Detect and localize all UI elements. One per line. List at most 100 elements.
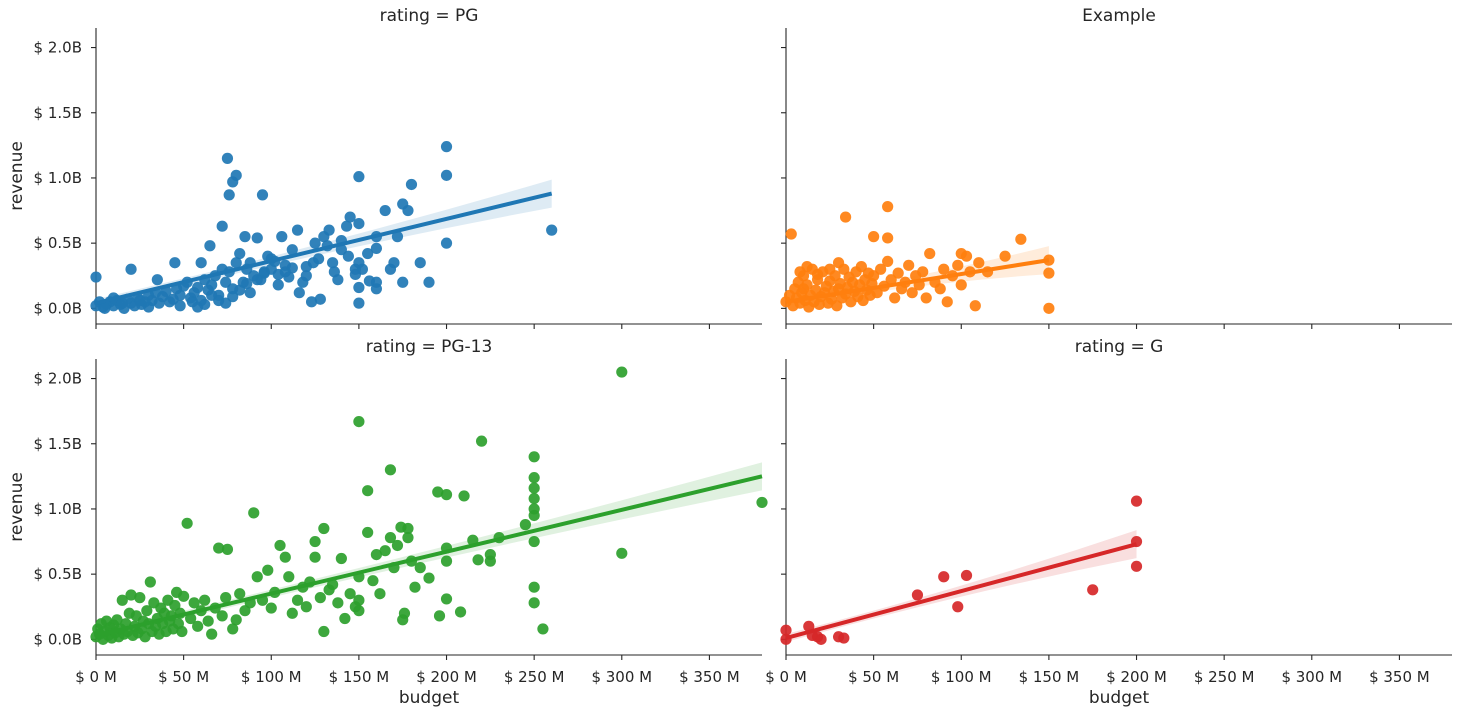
data-point xyxy=(283,271,295,283)
data-point xyxy=(230,169,242,181)
data-point xyxy=(528,535,540,548)
data-point xyxy=(924,247,936,260)
data-point xyxy=(272,279,284,291)
data-point xyxy=(528,472,540,484)
data-point xyxy=(528,492,540,505)
data-point xyxy=(362,485,374,497)
data-point xyxy=(230,614,242,626)
data-point xyxy=(370,242,383,254)
facet-panel-3: rating = PG-13 $ 0.0B $ 0.5B $ 1.0B $ 1.5B $ … xyxy=(7,337,768,708)
x-tick-label: $ 350 M xyxy=(679,668,740,686)
y-tick-label: $ 0.5B xyxy=(34,565,82,583)
data-point xyxy=(875,263,887,275)
data-point xyxy=(111,614,123,626)
data-point xyxy=(90,271,102,283)
data-point xyxy=(314,592,326,604)
data-point xyxy=(256,189,269,201)
data-point xyxy=(440,555,453,567)
facet-panel-1: rating = PG $ 0.0B $ 0.5B $ 1.0B $ 1.5B $ 2.0… xyxy=(7,6,762,329)
data-point xyxy=(181,517,193,529)
y-axis-label: revenue xyxy=(7,472,27,542)
data-point xyxy=(855,261,867,273)
x-tick-label: $ 50 M xyxy=(158,668,209,686)
regression-line xyxy=(785,542,1138,640)
panel-title: Example xyxy=(1082,6,1156,26)
x-tick-label: $ 0 M xyxy=(765,668,807,686)
data-point xyxy=(402,522,414,535)
data-point xyxy=(344,211,356,223)
data-point xyxy=(528,581,540,593)
data-point xyxy=(824,263,836,275)
facet-panel-2: Example xyxy=(780,6,1452,329)
scatter-points xyxy=(780,201,1055,314)
data-point xyxy=(906,287,918,299)
data-point xyxy=(920,292,932,304)
data-point xyxy=(309,551,321,563)
data-point xyxy=(839,211,852,223)
data-point xyxy=(952,259,964,271)
data-point xyxy=(353,594,365,606)
data-point xyxy=(1130,495,1143,507)
x-axis-label: budget xyxy=(399,688,460,708)
data-point xyxy=(353,281,365,294)
data-point xyxy=(882,232,894,244)
data-point xyxy=(328,266,340,278)
data-point xyxy=(251,274,263,286)
y-axis-label: revenue xyxy=(7,141,27,211)
x-tick-label: $ 250 M xyxy=(504,668,565,686)
data-point xyxy=(398,607,411,619)
data-point xyxy=(276,231,288,243)
data-point xyxy=(134,592,146,604)
data-point xyxy=(221,543,234,555)
data-point xyxy=(192,281,204,294)
data-point xyxy=(432,486,444,498)
data-point xyxy=(174,300,186,312)
data-point xyxy=(204,240,216,252)
data-point xyxy=(248,507,260,519)
data-point xyxy=(353,297,365,309)
data-point xyxy=(309,535,321,548)
data-point xyxy=(391,231,404,243)
data-point xyxy=(402,204,414,217)
data-point xyxy=(811,268,824,281)
data-point xyxy=(199,298,211,311)
data-point xyxy=(838,632,850,644)
data-point xyxy=(286,244,298,256)
data-point xyxy=(309,237,321,249)
data-point xyxy=(293,287,305,299)
data-point xyxy=(241,277,253,290)
x-tick-label: $ 100 M xyxy=(241,668,302,686)
data-point xyxy=(367,575,379,587)
data-point xyxy=(882,255,894,268)
data-point xyxy=(176,625,188,638)
y-tick-label: $ 1.5B xyxy=(34,435,82,453)
data-point xyxy=(475,435,488,447)
data-point xyxy=(546,224,558,236)
panel-title: rating = PG xyxy=(380,6,479,26)
data-point xyxy=(1015,233,1027,245)
data-point xyxy=(384,464,397,476)
data-point xyxy=(423,276,435,288)
data-point xyxy=(484,555,496,567)
data-point xyxy=(973,257,985,269)
data-point xyxy=(283,571,295,583)
data-point xyxy=(871,287,883,299)
data-point xyxy=(332,597,344,609)
data-point xyxy=(206,279,218,291)
data-point xyxy=(616,547,628,559)
data-point xyxy=(227,623,239,635)
data-point xyxy=(370,283,383,295)
data-point xyxy=(397,276,409,288)
data-point xyxy=(454,606,467,618)
data-point xyxy=(960,250,973,262)
data-point xyxy=(374,588,386,600)
data-point xyxy=(388,257,400,269)
data-point xyxy=(379,204,391,217)
regression-line xyxy=(95,474,763,638)
x-axis-label: budget xyxy=(1089,688,1150,708)
data-point xyxy=(339,612,351,625)
data-point xyxy=(917,266,929,278)
data-point xyxy=(223,189,235,201)
x-tick-label: $ 350 M xyxy=(1369,668,1430,686)
